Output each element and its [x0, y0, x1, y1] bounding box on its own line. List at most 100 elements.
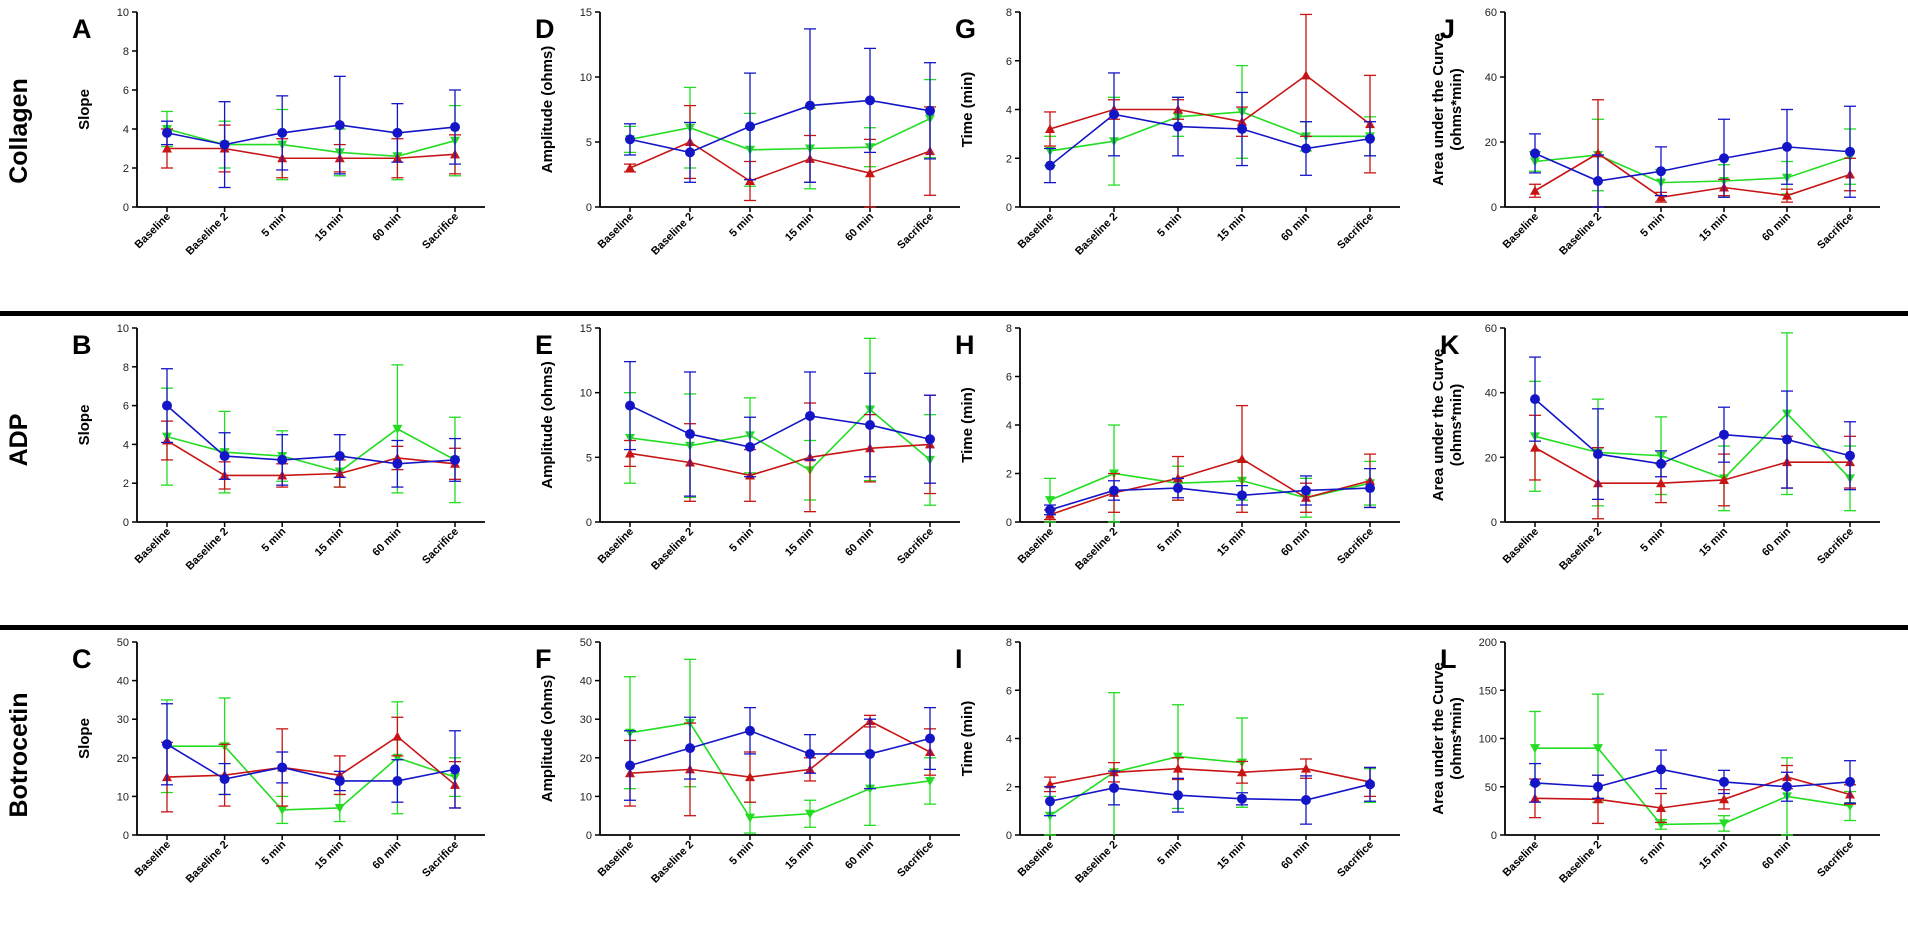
data-point — [1109, 485, 1119, 496]
series-line — [1535, 747, 1851, 826]
y-tick-label: 4 — [123, 124, 129, 136]
x-tick-label: 5 min — [727, 838, 756, 867]
series-green — [624, 658, 936, 834]
y-tick-label: 2 — [123, 163, 129, 175]
x-tick-label: Baseline 2 — [649, 526, 696, 573]
panel-J: 0 20 40 60 Baseline Baseline 2 5 min 15 min 60 m… — [1430, 7, 1880, 258]
x-tick-label: 15 min — [783, 525, 816, 558]
data-point — [277, 762, 288, 773]
data-point — [1845, 776, 1855, 787]
series-line — [1534, 154, 1851, 184]
data-point — [1365, 779, 1375, 790]
data-point — [162, 127, 172, 138]
x-tick-label: Sacrifice — [895, 839, 936, 880]
y-tick-label: 50 — [580, 637, 592, 649]
series-line — [1049, 111, 1370, 152]
y-tick-label: 0 — [586, 202, 592, 214]
x-tick-label: Baseline 2 — [649, 211, 696, 258]
y-axis-label-line: (ohms*min) — [1448, 697, 1465, 780]
y-axis-label-line: Area under the Curve — [1430, 662, 1447, 815]
row-label-collagen: Collagen — [5, 78, 33, 184]
x-tick-label: Baseline — [596, 839, 636, 879]
data-point — [1530, 442, 1540, 452]
data-point — [1593, 744, 1603, 754]
data-point — [1656, 458, 1666, 469]
series-blue — [1044, 72, 1376, 184]
y-tick-label: 40 — [580, 676, 592, 688]
series-line — [1049, 472, 1371, 501]
data-point — [219, 139, 230, 150]
data-point — [1593, 176, 1603, 186]
x-tick-label: 5 min — [260, 210, 289, 239]
data-point — [1301, 795, 1311, 806]
series-line — [1534, 412, 1851, 480]
data-point — [865, 95, 875, 106]
series-green — [161, 364, 461, 504]
series-red — [1529, 764, 1856, 825]
data-point — [162, 739, 172, 750]
data-point — [450, 454, 460, 465]
x-tick-label: 5 min — [1155, 838, 1184, 867]
panel-G: 0 2 4 6 8 Baseline Baseline 2 5 min 15 min 60 min… — [955, 7, 1400, 258]
data-point — [1045, 779, 1055, 789]
row-labels: Collagen ADP Botrocetin — [5, 78, 33, 817]
x-tick-label: Sacrifice — [1335, 211, 1376, 252]
y-tick-label: 8 — [1006, 637, 1012, 649]
data-point — [162, 143, 172, 153]
y-axis-label-line: Area under the Curve — [1430, 349, 1447, 502]
data-point — [625, 400, 635, 411]
series-green — [624, 337, 936, 506]
series-line — [1049, 783, 1371, 803]
data-point — [1237, 124, 1247, 134]
data-point — [1045, 124, 1055, 133]
y-tick-label: 50 — [117, 637, 129, 649]
panel-K: 0 20 40 60 Baseline Baseline 2 5 min 15 min 60 m… — [1430, 323, 1880, 573]
y-tick-label: 10 — [117, 323, 129, 335]
x-tick-label: 60 min — [370, 838, 403, 871]
data-point — [1656, 764, 1666, 775]
x-tick-label: Baseline — [596, 526, 636, 566]
panel-letter: J — [1440, 14, 1455, 44]
panel-letter: I — [955, 644, 963, 674]
series-line — [1049, 767, 1371, 786]
data-point — [625, 760, 635, 771]
series-red — [624, 104, 936, 208]
y-axis-label: Amplitude (ohms) — [539, 675, 556, 803]
data-point — [450, 122, 460, 133]
series-blue — [1529, 356, 1856, 501]
x-tick-label: Baseline 2 — [184, 526, 231, 573]
series-red — [1044, 13, 1376, 174]
y-axis-label: Amplitude (ohms) — [539, 361, 556, 489]
x-tick-label: 15 min — [1215, 838, 1248, 871]
x-tick-label: Baseline — [1501, 839, 1541, 879]
y-axis-label-line: (ohms*min) — [1448, 384, 1465, 467]
y-axis-label: Area under the Curve(ohms*min) — [1430, 662, 1465, 815]
data-point — [1782, 190, 1792, 200]
x-tick-label: 15 min — [1215, 525, 1248, 558]
series-blue — [161, 368, 461, 488]
data-point — [1719, 429, 1729, 440]
y-tick-label: 5 — [586, 137, 592, 149]
data-point — [1782, 434, 1792, 445]
x-tick-label: 15 min — [783, 838, 816, 871]
y-tick-label: 0 — [1006, 830, 1012, 842]
y-axis-label: Time (min) — [959, 387, 976, 463]
x-tick-label: 5 min — [1638, 838, 1667, 867]
data-point — [1045, 496, 1055, 506]
data-point — [1237, 767, 1247, 777]
series-line — [1534, 398, 1851, 465]
data-point — [1656, 478, 1666, 488]
data-point — [1719, 153, 1729, 164]
series-line — [629, 729, 931, 767]
series-line — [1534, 446, 1850, 484]
data-point — [925, 733, 935, 744]
series-green — [1044, 692, 1376, 836]
data-point — [334, 803, 345, 813]
series-line — [1049, 74, 1371, 130]
series-line — [1534, 768, 1851, 788]
row-separator-2 — [0, 625, 1908, 630]
data-point — [745, 725, 755, 736]
panel-E: 0 5 10 15 Baseline Baseline 2 5 min 15 min 60 mi… — [535, 323, 960, 573]
x-tick-label: Baseline 2 — [1073, 839, 1120, 886]
y-tick-label: 10 — [117, 791, 129, 803]
